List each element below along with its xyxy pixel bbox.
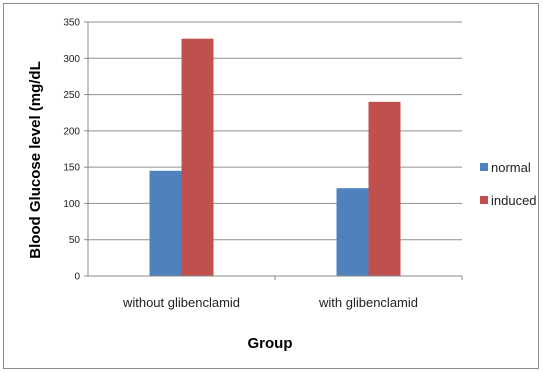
- bar-normal: [336, 188, 369, 276]
- y-tick-labels: 0 50 100 150 200 250 300 350: [63, 18, 80, 283]
- x-category-label: with glibenclamid: [318, 295, 418, 310]
- legend-label-normal: normal: [491, 160, 531, 175]
- legend-label-induced: induced: [491, 193, 537, 208]
- bar-normal: [149, 170, 182, 276]
- y-tick-label: 300: [63, 54, 80, 65]
- y-tick-label: 100: [63, 199, 80, 210]
- legend-swatch-induced: [480, 196, 488, 204]
- y-tick-label: 50: [69, 235, 81, 246]
- y-tick-label: 350: [63, 18, 80, 29]
- bar-induced: [368, 101, 401, 276]
- x-category-labels: without glibenclamid with glibenclamid: [122, 295, 418, 310]
- x-axis-title: Group: [248, 335, 293, 352]
- legend: normal induced: [480, 160, 537, 208]
- y-tick-label: 150: [63, 163, 80, 174]
- y-tick-label: 0: [74, 272, 80, 283]
- x-category-label: without glibenclamid: [122, 295, 240, 310]
- y-tick-label: 250: [63, 90, 80, 101]
- legend-swatch-normal: [480, 163, 488, 171]
- y-tick-label: 200: [63, 126, 80, 137]
- chart-frame: [3, 3, 539, 369]
- bar-induced: [181, 38, 214, 276]
- bars: [149, 38, 463, 280]
- y-axis-title: Blood Glucose level (mg/dL: [27, 61, 44, 259]
- gridlines: [84, 21, 462, 277]
